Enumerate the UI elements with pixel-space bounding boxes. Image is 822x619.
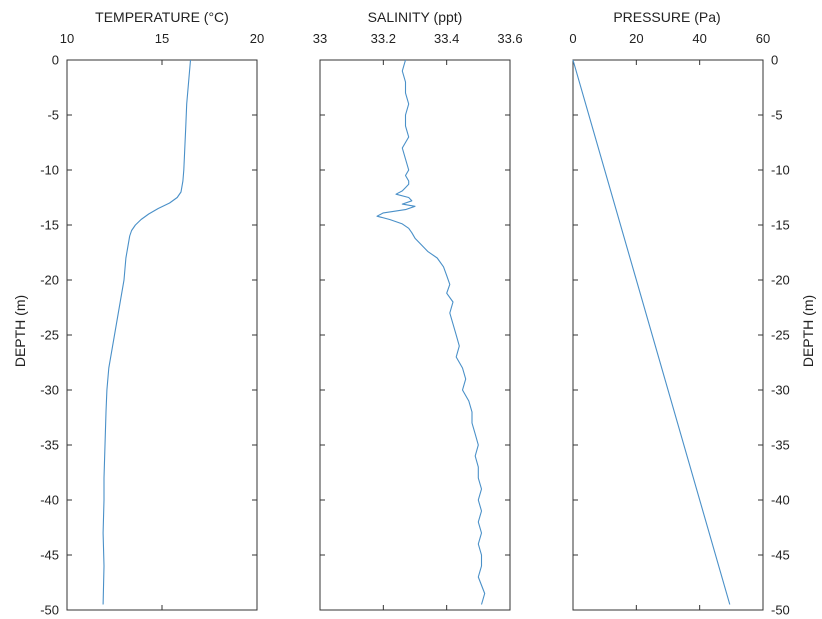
depth-tick-label: 0 [771, 53, 778, 68]
depth-tick-label: -10 [40, 163, 59, 178]
salinity-x-tick-label: 33.6 [497, 31, 522, 46]
salinity-x-tick-label: 33.2 [371, 31, 396, 46]
pressure-x-tick-label: 20 [629, 31, 643, 46]
salinity-x-tick-label: 33.4 [434, 31, 459, 46]
salinity-axis-ticks [319, 59, 511, 611]
pressure-x-tick-label: 40 [692, 31, 706, 46]
depth-tick-label: -25 [771, 328, 790, 343]
pressure-axis-ticks [572, 59, 764, 611]
temperature-plot-frame [66, 59, 258, 611]
depth-tick-label: -5 [47, 108, 59, 123]
depth-tick-label: -35 [771, 438, 790, 453]
salinity-axis-title: SALINITY (ppt) [368, 9, 463, 25]
temperature-profile-line [102, 59, 192, 605]
temperature-x-tick-label: 20 [250, 31, 264, 46]
depth-tick-label: -40 [771, 493, 790, 508]
salinity-profile-line [376, 59, 486, 605]
temperature-axis-ticks [66, 59, 258, 611]
depth-tick-label: -15 [771, 218, 790, 233]
pressure-panel: PRESSURE (Pa) 0 20 40 60 0 -5 -10 -15 -20 -25 -30… [569, 9, 816, 618]
pressure-x-tick-label: 0 [569, 31, 576, 46]
temperature-x-tick-label: 15 [155, 31, 169, 46]
pressure-x-tick-label: 60 [756, 31, 770, 46]
temperature-x-tick-label: 10 [60, 31, 74, 46]
depth-tick-label: -20 [771, 273, 790, 288]
temperature-panel: TEMPERATURE (°C) 10 15 20 0 -5 -10 -15 -20 -25 -… [12, 9, 264, 618]
depth-tick-labels-right: 0 -5 -10 -15 -20 -25 -30 -35 -40 -45 -50 [771, 53, 790, 618]
depth-tick-label: -25 [40, 328, 59, 343]
salinity-x-tick-label: 33 [313, 31, 327, 46]
pressure-axis-title: PRESSURE (Pa) [613, 9, 720, 25]
depth-tick-label: -30 [771, 383, 790, 398]
depth-tick-label: -50 [771, 603, 790, 618]
pressure-profile-line [572, 59, 731, 605]
salinity-panel: SALINITY (ppt) 33 33.2 33.4 33.6 [313, 9, 523, 611]
depth-tick-label: -40 [40, 493, 59, 508]
depth-tick-labels-left: 0 -5 -10 -15 -20 -25 -30 -35 -40 -45 -50 [40, 53, 59, 618]
temperature-axis-title: TEMPERATURE (°C) [95, 9, 229, 25]
salinity-plot-frame [319, 59, 511, 611]
depth-tick-label: -20 [40, 273, 59, 288]
depth-tick-label: -30 [40, 383, 59, 398]
depth-axis-title-right: DEPTH (m) [800, 295, 816, 367]
depth-tick-label: -5 [771, 108, 783, 123]
depth-tick-label: 0 [52, 53, 59, 68]
depth-tick-label: -45 [40, 548, 59, 563]
pressure-plot-frame [572, 59, 764, 611]
depth-tick-label: -10 [771, 163, 790, 178]
depth-tick-label: -15 [40, 218, 59, 233]
depth-tick-label: -35 [40, 438, 59, 453]
salinity-x-tick-labels: 33 33.2 33.4 33.6 [313, 31, 523, 46]
depth-tick-label: -45 [771, 548, 790, 563]
depth-tick-label: -50 [40, 603, 59, 618]
pressure-x-tick-labels: 0 20 40 60 [569, 31, 770, 46]
temperature-x-tick-labels: 10 15 20 [60, 31, 264, 46]
depth-axis-title-left: DEPTH (m) [12, 295, 28, 367]
